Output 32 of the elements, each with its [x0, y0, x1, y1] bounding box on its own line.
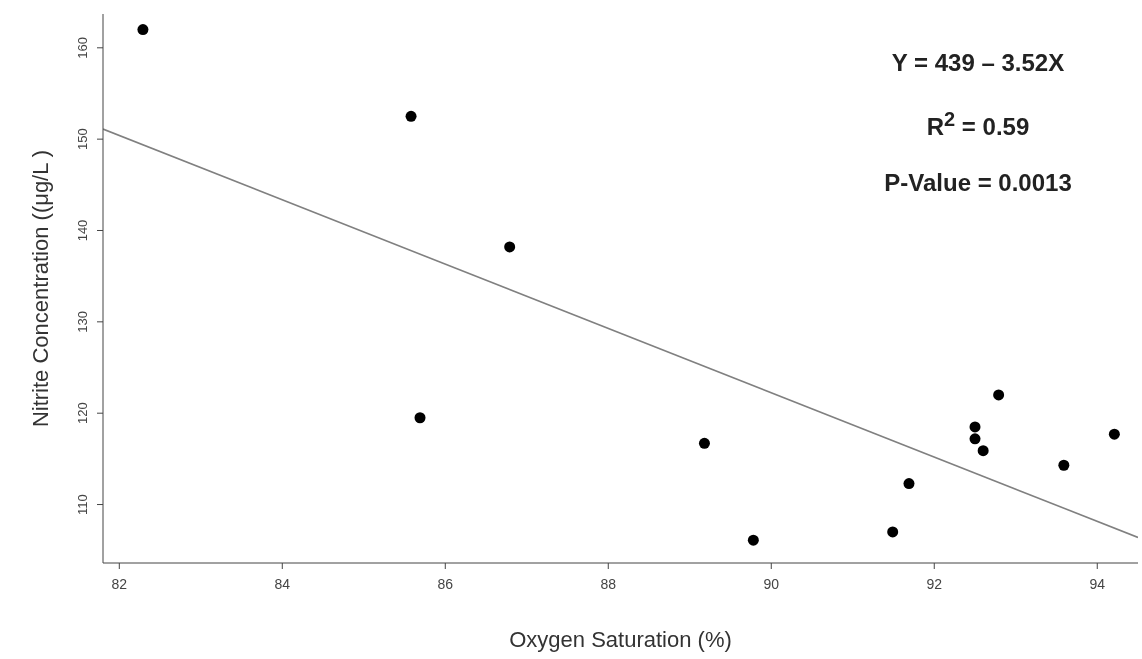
point: [977, 445, 989, 457]
x-tick-label: 86: [437, 575, 454, 592]
point: [993, 389, 1005, 401]
point: [1058, 459, 1070, 471]
point: [504, 241, 516, 253]
y-tick-label: 150: [75, 128, 90, 150]
point: [969, 421, 981, 433]
x-tick-label: 90: [763, 575, 780, 592]
point: [887, 526, 899, 538]
x-tick-label: 84: [274, 575, 291, 592]
x-axis-title: Oxygen Saturation (%): [509, 626, 732, 652]
point: [1108, 428, 1120, 440]
annotation: R$^{2}$ = 0.59: [925, 107, 1031, 142]
annotation: P-Value = 0.0013: [883, 168, 1073, 198]
point: [698, 437, 710, 449]
x-tick-label: 88: [600, 575, 617, 592]
y-axis-title: Nitrite Concentration ((μg/L ): [27, 149, 53, 428]
x-tick-label: 94: [1089, 575, 1106, 592]
x-tick-label: 92: [926, 575, 943, 592]
y-tick-label: 140: [75, 219, 90, 242]
point: [137, 24, 149, 36]
point: [969, 433, 981, 445]
y-tick-label: 160: [75, 36, 90, 59]
point: [414, 412, 426, 424]
y-tick-label: 130: [75, 310, 90, 333]
x-tick-label: 82: [111, 575, 128, 592]
point: [405, 110, 417, 122]
y-tick-label: 120: [75, 402, 90, 425]
point: [747, 534, 759, 546]
annotation: Y = 439 – 3.52X: [890, 48, 1066, 78]
point: [903, 478, 915, 490]
y-tick-label: 110: [75, 494, 90, 515]
